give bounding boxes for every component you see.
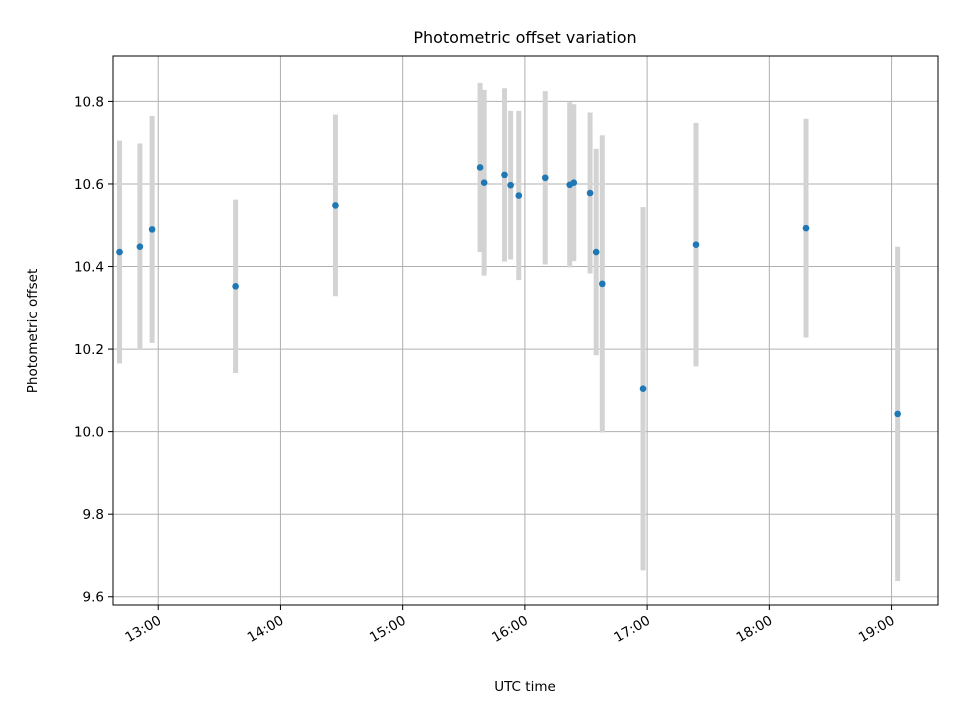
data-point [515,192,523,199]
data-point [802,224,810,232]
data-point [232,283,239,290]
data-point [541,174,549,182]
data-point [116,248,123,256]
data-point [501,171,508,179]
y-tick-label: 9.8 [83,507,104,523]
data-point [639,385,647,393]
data-point [598,280,606,288]
data-point [136,243,144,251]
y-axis: 9.6 9.8 10.0 10.2 10.4 10.6 10.8 [74,94,113,606]
y-tick-label: 10.6 [74,177,104,193]
data-point [570,179,578,187]
chart-title: Photometric offset variation [413,28,636,47]
data-point [586,189,594,197]
y-tick-label: 9.6 [83,590,104,606]
y-axis-label: Photometric offset [25,269,41,393]
x-axis-label: UTC time [494,679,556,695]
data-point [148,226,156,233]
data-point [692,241,700,248]
data-point [507,181,514,189]
data-point [476,164,484,171]
data-point [332,202,339,209]
y-tick-label: 10.4 [74,260,104,276]
y-tick-label: 10.2 [74,342,104,358]
data-points [116,164,901,418]
data-point [480,179,488,187]
data-point [894,410,901,418]
y-tick-label: 10.0 [74,425,104,441]
data-point [592,248,600,256]
plot-frame [112,55,939,606]
y-tick-label: 10.8 [74,94,104,110]
grid [113,56,938,605]
